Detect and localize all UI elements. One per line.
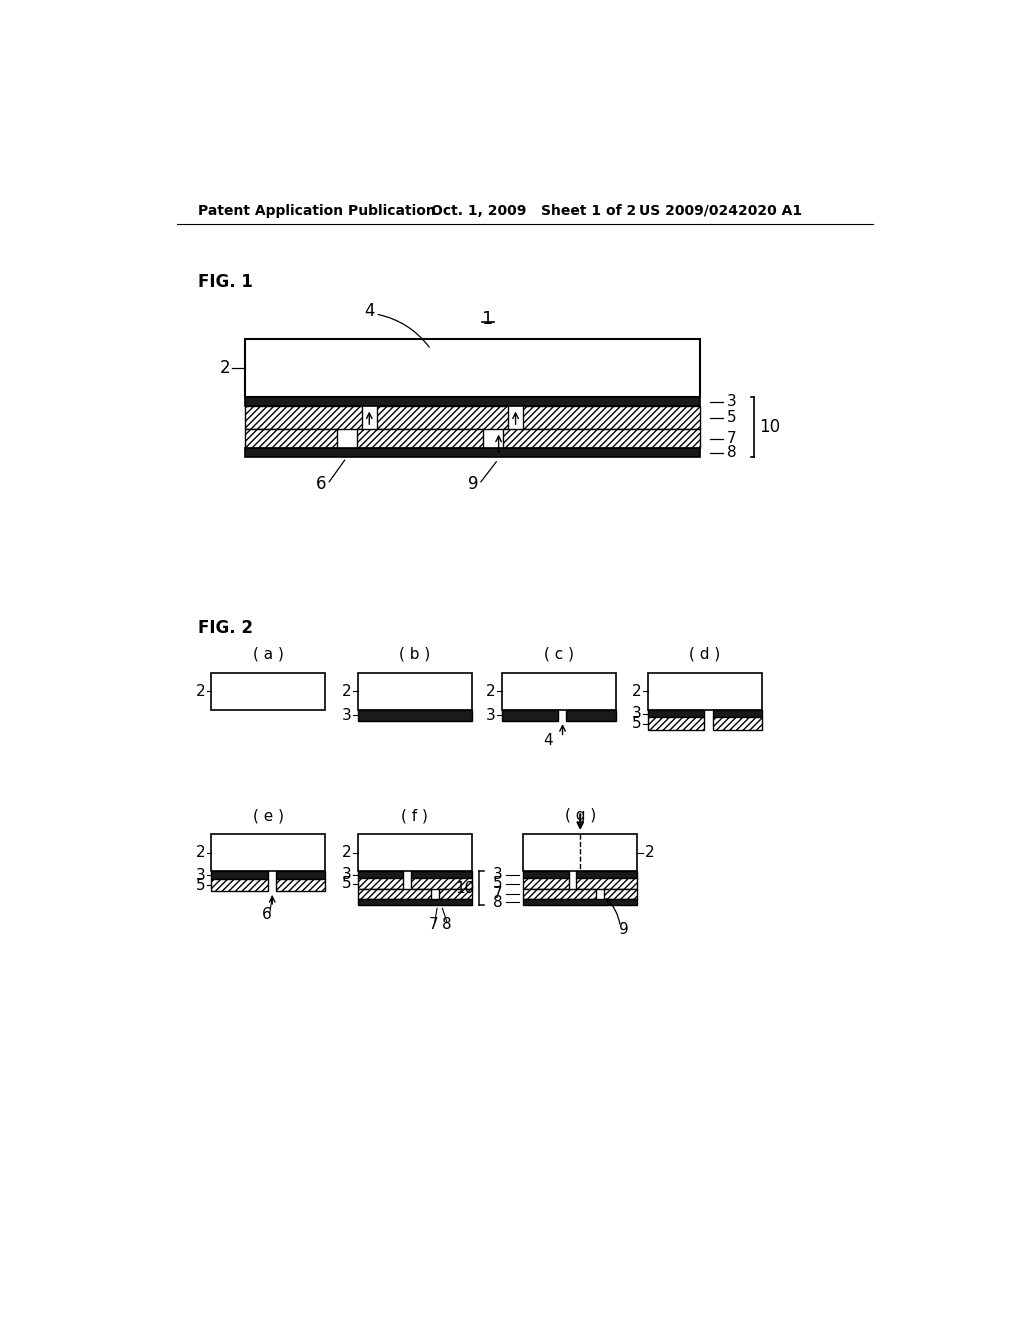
Bar	[577, 871, 637, 878]
Text: 5: 5	[342, 876, 351, 891]
Text: Patent Application Publication: Patent Application Publication	[199, 203, 436, 218]
Text: 3: 3	[632, 706, 642, 721]
Bar	[211, 871, 267, 879]
Text: 8: 8	[727, 445, 736, 461]
Text: 7: 7	[493, 886, 503, 902]
Text: 3: 3	[493, 867, 503, 882]
Text: ( a ): ( a )	[253, 647, 284, 661]
Text: 7: 7	[428, 917, 438, 932]
Bar	[648, 718, 705, 730]
Text: 3: 3	[196, 867, 205, 883]
Text: US 2009/0242020 A1: US 2009/0242020 A1	[639, 203, 802, 218]
Bar	[357, 878, 403, 890]
Text: 10: 10	[456, 880, 475, 896]
Text: 2: 2	[645, 845, 654, 861]
Text: FIG. 1: FIG. 1	[199, 273, 253, 290]
Bar	[523, 899, 637, 906]
Bar	[713, 718, 762, 730]
Bar	[523, 871, 568, 878]
Bar	[523, 890, 596, 899]
Text: 4: 4	[543, 733, 553, 748]
Text: ( b ): ( b )	[399, 647, 430, 661]
Text: 7: 7	[727, 432, 736, 446]
Bar	[604, 890, 637, 899]
Text: Oct. 1, 2009   Sheet 1 of 2: Oct. 1, 2009 Sheet 1 of 2	[431, 203, 636, 218]
Text: 2: 2	[486, 684, 496, 698]
Bar	[523, 834, 637, 871]
Bar	[648, 673, 762, 710]
Text: 3: 3	[485, 708, 496, 722]
Bar	[502, 710, 558, 721]
Bar	[377, 407, 508, 429]
Bar	[245, 339, 700, 397]
Text: 2: 2	[632, 684, 642, 698]
Text: ( g ): ( g )	[564, 808, 596, 824]
Text: 2: 2	[342, 684, 351, 698]
Text: 8: 8	[442, 917, 452, 932]
Text: 8: 8	[493, 895, 503, 909]
Bar	[245, 407, 361, 429]
Text: ( c ): ( c )	[544, 647, 573, 661]
Bar	[245, 429, 337, 447]
Text: 2: 2	[196, 845, 205, 861]
Bar	[502, 673, 615, 710]
Bar	[245, 447, 700, 457]
Text: 3: 3	[727, 395, 736, 409]
Bar	[357, 890, 431, 899]
Bar	[713, 710, 762, 718]
Text: 6: 6	[316, 475, 327, 494]
Bar	[357, 899, 472, 906]
Bar	[211, 673, 326, 710]
Text: 3: 3	[342, 867, 351, 882]
Bar	[523, 878, 568, 890]
Text: 10: 10	[759, 418, 780, 436]
Bar	[357, 673, 472, 710]
Text: 1: 1	[482, 310, 494, 327]
Bar	[276, 871, 326, 879]
Bar	[211, 834, 326, 871]
Text: 5: 5	[727, 411, 736, 425]
Bar	[357, 834, 472, 871]
Bar	[523, 407, 700, 429]
Text: 9: 9	[468, 475, 478, 494]
Text: 4: 4	[364, 302, 375, 319]
Text: 6: 6	[262, 907, 271, 923]
Text: 3: 3	[342, 708, 351, 722]
Text: 2: 2	[196, 684, 205, 698]
Bar	[411, 878, 472, 890]
Text: ( d ): ( d )	[689, 647, 721, 661]
Bar	[357, 429, 483, 447]
Bar	[357, 710, 472, 721]
Bar	[276, 879, 326, 891]
Bar	[438, 890, 472, 899]
Bar	[411, 871, 472, 878]
Text: 5: 5	[493, 876, 503, 891]
Bar	[357, 871, 403, 878]
Bar	[566, 710, 615, 721]
Bar	[503, 429, 700, 447]
Bar	[211, 879, 267, 891]
Text: 5: 5	[196, 878, 205, 892]
Bar	[577, 878, 637, 890]
Bar	[648, 710, 705, 718]
Text: 5: 5	[632, 715, 642, 731]
Text: FIG. 2: FIG. 2	[199, 619, 253, 638]
Text: 2: 2	[220, 359, 230, 376]
Bar	[245, 397, 700, 407]
Text: ( f ): ( f )	[401, 808, 428, 824]
Text: 2: 2	[342, 845, 351, 861]
Text: ( e ): ( e )	[253, 808, 284, 824]
Text: 9: 9	[620, 923, 629, 937]
